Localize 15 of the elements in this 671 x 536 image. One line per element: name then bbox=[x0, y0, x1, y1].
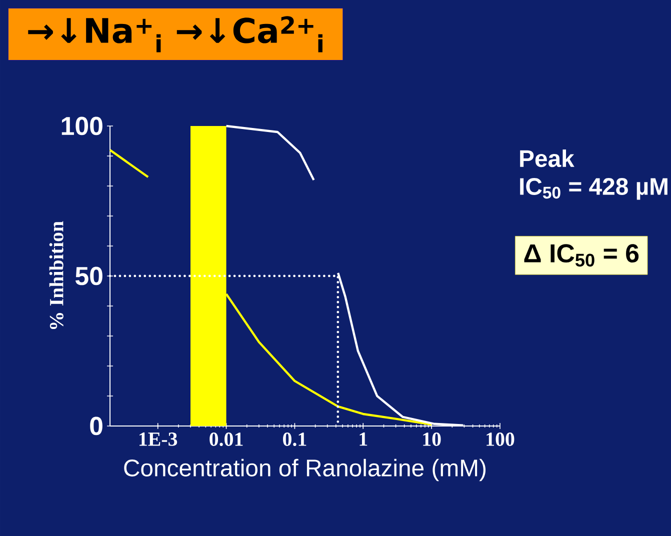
x-tick-label: 1E-3 bbox=[140, 432, 178, 446]
x-tick-label: 1 bbox=[360, 432, 368, 446]
x-tick-label: 0.1 bbox=[283, 432, 306, 446]
text: Δ IC$_{50}$ = 6 bbox=[524, 244, 639, 267]
y-axis-title: % Inhibition bbox=[49, 221, 64, 330]
text: IC$_{50}$ = 428 µM bbox=[520, 178, 668, 200]
x-tick-label: 0.01 bbox=[210, 432, 243, 446]
y-tick-label: 100 bbox=[62, 116, 102, 136]
y-tick-label: 0 bbox=[90, 416, 102, 436]
x-tick-label: 100 bbox=[486, 432, 514, 446]
text: Peak bbox=[520, 150, 574, 168]
text: →↓Na$^{+}$$_{i}$ →↓Ca$^{2+}$i bbox=[28, 16, 322, 52]
x-tick-label: 10 bbox=[423, 432, 441, 446]
y-tick-label: 50 bbox=[75, 266, 102, 286]
x-axis-title: Concentration of Ranolazine (mM) bbox=[124, 458, 486, 482]
